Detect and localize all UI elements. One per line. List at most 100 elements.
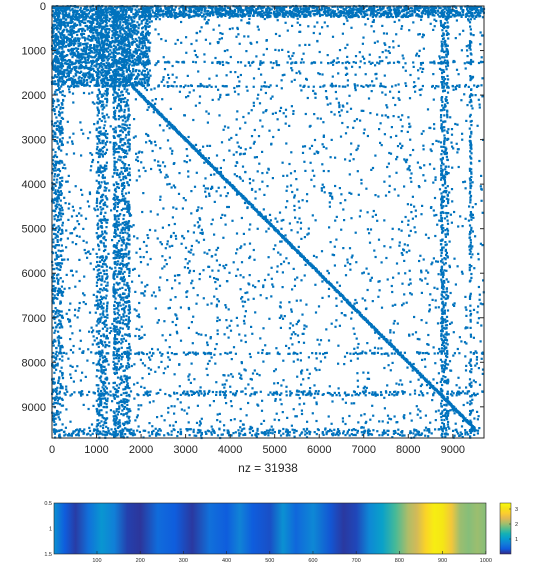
spy-point bbox=[53, 420, 56, 424]
spy-point bbox=[103, 272, 106, 276]
spy-point bbox=[55, 226, 58, 229]
spy-point bbox=[53, 280, 56, 283]
spy-point bbox=[188, 14, 191, 17]
spy-point bbox=[190, 9, 193, 12]
spy-point bbox=[104, 134, 107, 137]
spy-point bbox=[125, 314, 128, 318]
spy-point bbox=[58, 213, 61, 216]
spy-point bbox=[121, 272, 124, 275]
spy-point bbox=[270, 8, 273, 11]
spy-point bbox=[116, 234, 119, 237]
spy-point bbox=[111, 34, 114, 37]
spy-point bbox=[444, 191, 448, 194]
spy-point bbox=[123, 123, 126, 126]
spy-point bbox=[85, 9, 88, 12]
spy-point bbox=[360, 431, 363, 434]
spy-point bbox=[103, 201, 107, 204]
spy-point bbox=[124, 398, 127, 401]
spy-point bbox=[52, 169, 56, 172]
spy-point bbox=[446, 109, 449, 112]
spy-point bbox=[354, 14, 357, 18]
spy-point bbox=[54, 214, 57, 217]
spy-point bbox=[114, 354, 117, 357]
spy-point bbox=[393, 348, 396, 351]
spy-point bbox=[54, 289, 57, 292]
spy-point bbox=[52, 100, 55, 103]
spy-point bbox=[157, 429, 160, 432]
spy-point bbox=[120, 109, 123, 112]
spy-point bbox=[243, 432, 247, 435]
spy-point bbox=[296, 13, 299, 17]
spy-point bbox=[102, 397, 105, 400]
spy-point bbox=[116, 173, 119, 176]
spy-point bbox=[103, 132, 106, 135]
spy-point bbox=[95, 384, 98, 387]
spy-point bbox=[376, 393, 379, 397]
spy-point bbox=[57, 214, 60, 217]
spy-point bbox=[97, 102, 100, 105]
spy-point bbox=[346, 430, 349, 433]
spy-point bbox=[119, 354, 122, 357]
spy-point bbox=[317, 392, 320, 396]
spy-point bbox=[120, 167, 123, 170]
spy-point bbox=[440, 399, 444, 402]
spy-point bbox=[103, 152, 106, 156]
spy-point bbox=[106, 360, 109, 363]
spy-point bbox=[466, 9, 470, 13]
spy-point bbox=[101, 142, 104, 145]
spy-point bbox=[387, 429, 390, 432]
spy-point bbox=[115, 263, 118, 266]
spy-point bbox=[118, 301, 121, 304]
spy-point bbox=[105, 294, 108, 297]
spy-point bbox=[52, 355, 55, 358]
spy-point bbox=[104, 239, 107, 242]
spy-point bbox=[303, 258, 306, 261]
spy-point bbox=[125, 394, 128, 397]
spy-point bbox=[58, 138, 62, 141]
spy-point bbox=[114, 431, 117, 434]
spy-point bbox=[122, 214, 125, 217]
spy-point bbox=[116, 92, 119, 95]
spy-point bbox=[411, 14, 414, 17]
spy-point bbox=[443, 380, 446, 383]
spy-point bbox=[103, 117, 106, 120]
spy-point bbox=[470, 9, 473, 12]
spy-point bbox=[267, 393, 270, 396]
spy-point bbox=[442, 200, 445, 203]
spy-point bbox=[409, 14, 412, 17]
spy-point bbox=[101, 230, 104, 233]
spy-point bbox=[120, 129, 123, 132]
spy-point bbox=[97, 191, 100, 195]
spy-point bbox=[335, 432, 338, 435]
spy-point bbox=[304, 433, 307, 436]
spy-point bbox=[464, 431, 467, 434]
spy-point bbox=[109, 394, 112, 397]
spy-point bbox=[293, 9, 296, 12]
spy-point bbox=[102, 430, 105, 433]
spy-point bbox=[137, 8, 140, 11]
spy-point bbox=[465, 431, 469, 434]
spy-point bbox=[123, 422, 126, 425]
spy-point bbox=[105, 425, 108, 428]
spy-point bbox=[105, 433, 109, 436]
spy-point bbox=[61, 385, 64, 388]
spy-point bbox=[276, 229, 279, 232]
spy-point bbox=[66, 390, 69, 393]
spy-point bbox=[125, 391, 128, 394]
spy-point bbox=[443, 182, 447, 185]
spy-point bbox=[102, 249, 106, 253]
spy-point bbox=[213, 431, 216, 434]
spy-point bbox=[54, 122, 57, 125]
spy-point bbox=[445, 269, 448, 272]
spy-point bbox=[292, 13, 295, 17]
spy-point bbox=[124, 129, 127, 132]
spy-point bbox=[123, 186, 126, 189]
spy-point bbox=[96, 307, 99, 310]
spy-point bbox=[122, 178, 125, 181]
spy-point bbox=[99, 260, 102, 263]
spy-point bbox=[151, 105, 155, 109]
spy-point bbox=[54, 210, 57, 213]
spy-point bbox=[115, 197, 119, 200]
spy-point bbox=[113, 156, 116, 160]
spy-point bbox=[100, 73, 103, 77]
